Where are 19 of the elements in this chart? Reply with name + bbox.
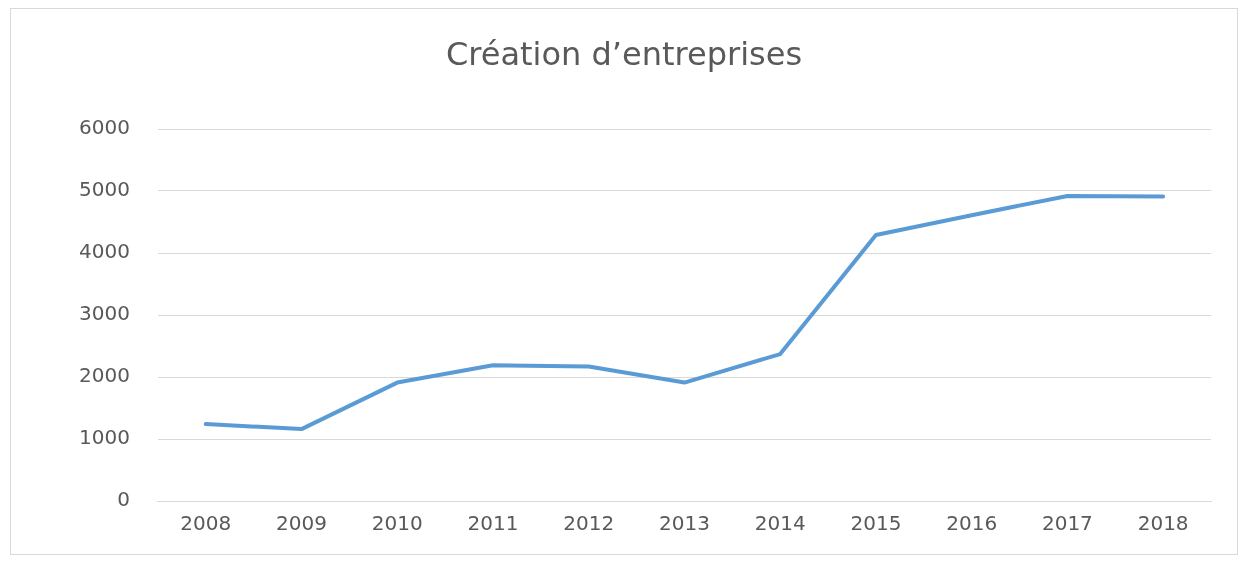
y-tick-label: 5000: [78, 177, 130, 202]
x-tick-label: 2009: [276, 511, 327, 536]
chart-title: Création d’entreprises: [444, 35, 804, 73]
x-tick-label: 2015: [850, 511, 902, 536]
x-tick-label: 2017: [1041, 511, 1093, 536]
y-tick-label: 6000: [78, 115, 130, 140]
x-tick-label: 2016: [946, 511, 998, 536]
y-tick-label: 2000: [78, 363, 130, 388]
x-tick-label: 2018: [1137, 511, 1189, 536]
x-tick-label: 2014: [754, 511, 806, 536]
y-tick-label: 0: [117, 487, 130, 512]
x-tick-label: 2008: [180, 511, 232, 536]
y-tick-label: 3000: [78, 301, 130, 326]
x-tick-label: 2013: [659, 511, 710, 536]
x-tick-label: 2011: [467, 511, 519, 536]
y-tick-label: 1000: [78, 425, 130, 450]
x-tick-label: 2010: [371, 511, 423, 536]
x-tick-label: 2012: [563, 511, 615, 536]
y-tick-label: 4000: [78, 239, 130, 264]
